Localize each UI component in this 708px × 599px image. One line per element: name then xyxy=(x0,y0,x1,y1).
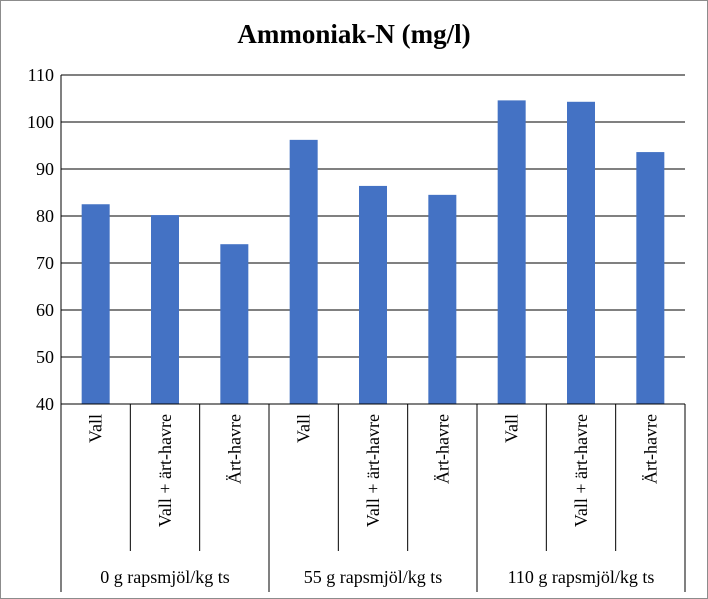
group-labels: 0 g rapsmjöl/kg ts 55 g rapsmjöl/kg ts 110… xyxy=(100,567,654,587)
y-tick-labels: 40 50 60 70 80 90 100 110 xyxy=(27,65,54,414)
y-tick-label: 100 xyxy=(27,112,54,132)
bar xyxy=(428,194,457,404)
category-label: Vall + ärt-havre xyxy=(155,414,175,527)
y-tick-label: 60 xyxy=(36,300,54,320)
bar xyxy=(359,185,387,404)
bar xyxy=(497,100,526,404)
group-label: 0 g rapsmjöl/kg ts xyxy=(100,567,230,587)
bars xyxy=(81,100,665,405)
bar xyxy=(636,152,665,404)
category-label: Vall + ärt-havre xyxy=(571,414,591,527)
category-label: Ärt-havre xyxy=(224,414,244,484)
y-tick-label: 40 xyxy=(36,394,54,414)
category-label: Vall xyxy=(502,414,522,443)
y-tick-label: 50 xyxy=(36,347,54,367)
bar xyxy=(151,215,179,404)
axes xyxy=(60,75,686,592)
y-tick-label: 90 xyxy=(36,159,54,179)
category-label: Vall + ärt-havre xyxy=(363,414,383,527)
bar xyxy=(289,139,318,405)
y-tick-label: 110 xyxy=(28,65,54,85)
y-tick-label: 80 xyxy=(36,206,54,226)
bar xyxy=(81,204,110,404)
y-tick-label: 70 xyxy=(36,253,54,273)
bar xyxy=(567,101,595,404)
category-labels: Vall Vall + ärt-havre Ärt-havre Vall Vall + … xyxy=(86,414,661,527)
category-label: Ärt-havre xyxy=(432,414,452,484)
category-label: Vall xyxy=(294,414,314,443)
chart-title: Ammoniak-N (mg/l) xyxy=(237,19,470,49)
group-label: 55 g rapsmjöl/kg ts xyxy=(304,567,443,587)
category-label: Ärt-havre xyxy=(640,414,660,484)
group-label: 110 g rapsmjöl/kg ts xyxy=(508,567,655,587)
category-label: Vall xyxy=(86,414,106,443)
bar xyxy=(220,244,249,404)
